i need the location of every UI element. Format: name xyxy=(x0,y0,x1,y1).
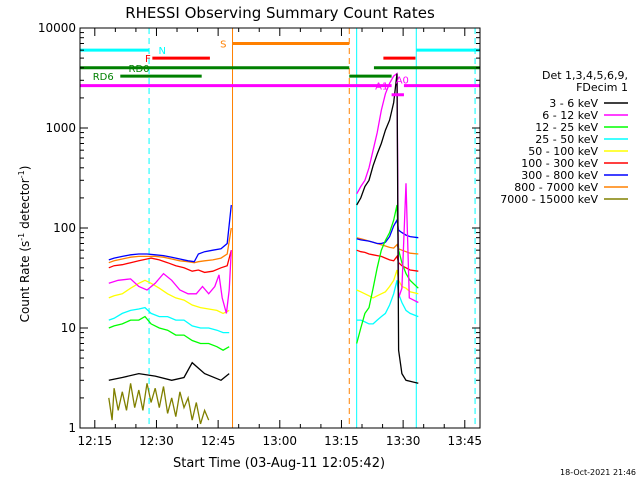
x-tick-label-4: 13:15 xyxy=(324,434,359,448)
legend-label-3-6-kev: 3 - 6 keV xyxy=(549,97,598,110)
series-3-6-kev-seg-0 xyxy=(108,361,230,382)
x-tick-label-1: 12:30 xyxy=(139,434,174,448)
legend-label-100-300-kev: 100 - 300 keV xyxy=(521,157,598,170)
series-6-12-kev-seg-0 xyxy=(108,250,232,314)
series-50-100-kev-seg-0 xyxy=(108,279,230,315)
chart-title: RHESSI Observing Summary Count Rates xyxy=(125,4,435,22)
legend-label-6-12-kev: 6 - 12 keV xyxy=(542,109,598,122)
legend-label-25-50-kev: 25 - 50 keV xyxy=(535,133,598,146)
legend-header-line2: FDecim 1 xyxy=(576,81,628,94)
y-tick-label-3: 1000 xyxy=(45,121,76,135)
series-6-12-kev-seg-1 xyxy=(356,72,419,304)
y-tick-label-4: 10000 xyxy=(38,21,76,35)
flag-label-a0: A0 xyxy=(396,76,409,87)
y-axis-label: Count Rate (s-1 detector-1) xyxy=(17,166,32,323)
x-tick-label-6: 13:45 xyxy=(447,434,482,448)
legend-label-800-7000-kev: 800 - 7000 keV xyxy=(514,181,598,194)
series-12-25-kev-seg-1 xyxy=(356,204,419,344)
y-tick-label-2: 100 xyxy=(53,221,76,235)
series-800-7000-kev-seg-0 xyxy=(108,227,232,264)
flag-label-rd6: RD6 xyxy=(93,72,114,83)
x-tick-label-3: 13:00 xyxy=(262,434,297,448)
flag-label-n: N xyxy=(159,46,166,57)
series-25-50-kev-seg-0 xyxy=(108,306,230,334)
axes: 12:15 12:30 12:45 13:00 13:15 13:30 13:45 1 10 10… xyxy=(38,21,482,448)
x-tick-label-2: 12:45 xyxy=(201,434,236,448)
flag-label-s: S xyxy=(220,39,226,50)
legend-label-7000-15000-kev: 7000 - 15000 keV xyxy=(500,193,598,206)
x-axis-label: Start Time (03-Aug-11 12:05:42) xyxy=(173,456,385,471)
flag-label-a1: A1 xyxy=(375,82,388,93)
series-300-800-kev-seg-0 xyxy=(108,204,232,263)
series-7000-15000-kev-seg-0 xyxy=(108,383,210,425)
flag-label-rd0: RD0 xyxy=(129,64,150,75)
series-25-50-kev-seg-1 xyxy=(356,280,419,325)
legend-label-300-800-kev: 300 - 800 keV xyxy=(521,169,598,182)
y-tick-label-1: 10 xyxy=(61,321,76,335)
series-50-100-kev-seg-1 xyxy=(356,269,419,299)
series-100-300-kev-seg-0 xyxy=(108,250,232,274)
x-tick-label-5: 13:30 xyxy=(386,434,421,448)
x-tick-label-0: 12:15 xyxy=(78,434,113,448)
series-3-6-kev-seg-1 xyxy=(356,73,419,384)
series-12-25-kev-seg-0 xyxy=(108,315,230,351)
legend-label-12-25-kev: 12 - 25 keV xyxy=(535,121,598,134)
data-series xyxy=(108,72,419,425)
timestamp: 18-Oct-2021 21:46 xyxy=(560,468,636,477)
flag-label-f: F xyxy=(145,54,151,65)
y-tick-label-0: 1 xyxy=(68,421,76,435)
legend-header-line1: Det 1,3,4,5,6,9, xyxy=(542,69,628,82)
legend-label-50-100-kev: 50 - 100 keV xyxy=(528,145,598,158)
